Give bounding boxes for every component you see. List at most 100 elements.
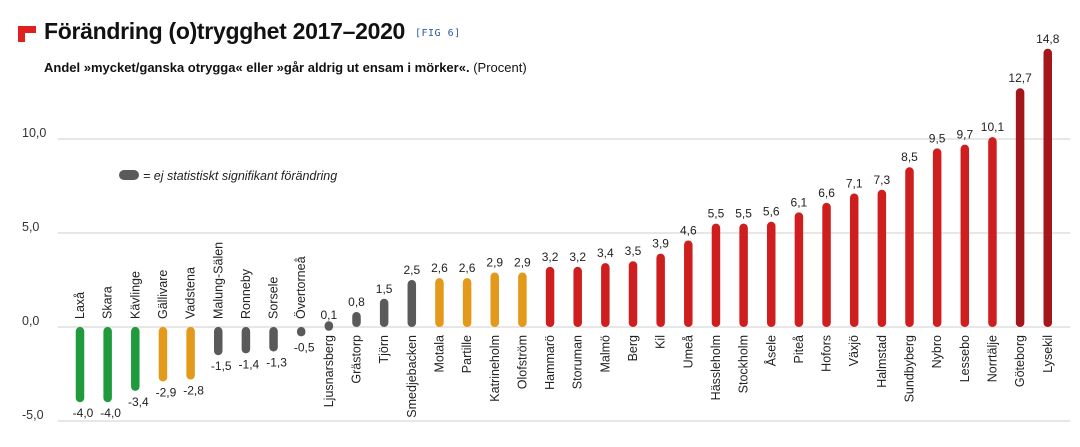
bar-group: 7,1 Växjö	[846, 177, 863, 367]
category-label: Piteå	[792, 335, 806, 364]
value-label: 3,2	[542, 250, 559, 264]
category-label: Växjö	[847, 335, 861, 366]
value-label: 0,1	[321, 308, 338, 322]
bar-group: 6,6 Hofors	[818, 186, 835, 372]
category-label: Övertorneå	[294, 256, 308, 319]
category-label: Hammarö	[543, 335, 557, 390]
bar-group: 3,2 Storuman	[569, 250, 586, 389]
bar-group: 2,6 Partille	[459, 261, 476, 373]
value-label: -2,9	[156, 386, 177, 400]
y-tick-label-0: -5,0	[22, 408, 44, 422]
value-label: 3,9	[652, 237, 669, 251]
category-label: Sorsele	[267, 277, 281, 319]
bar-group: 4,6 Umeå	[680, 224, 697, 369]
bar-group: -2,8 Vadstena	[183, 267, 204, 398]
category-label: Kil	[654, 335, 668, 349]
category-label: Halmstad	[875, 335, 889, 388]
bar-group: 9,5 Nybro	[929, 131, 946, 368]
legend: = ej statistiskt signifikant förändring	[119, 169, 337, 183]
value-label: 2,6	[431, 261, 448, 275]
value-label: 7,1	[846, 177, 863, 191]
category-label: Storuman	[571, 335, 585, 389]
category-label: Lessebo	[958, 335, 972, 382]
value-label: 14,8	[1036, 32, 1060, 46]
bars-layer: -4,0 Laxå -4,0 Skara -3,4 Kävlinge -2,9 Gälliva…	[73, 32, 1060, 420]
bar-group: -3,4 Kävlinge	[128, 271, 149, 409]
bar-group: 2,9 Olofström	[514, 255, 531, 389]
legend-text: = ej statistiskt signifikant förändring	[143, 169, 337, 183]
value-label: 9,7	[956, 128, 973, 142]
value-label: 8,5	[901, 150, 918, 164]
chart-title: Förändring (o)trygghet 2017–2020	[44, 18, 406, 44]
bar-group: 10,1 Norrtälje	[981, 120, 1005, 382]
bar-group: 6,1 Piteå	[791, 195, 808, 363]
bar-group: 14,8 Lysekil	[1036, 32, 1060, 373]
category-label: Norrtälje	[985, 335, 999, 382]
value-label: 0,8	[348, 295, 365, 309]
category-label: Tjörn	[377, 335, 391, 364]
category-label: Laxå	[73, 292, 87, 319]
value-label: -4,0	[100, 406, 121, 420]
value-label: 1,5	[376, 282, 393, 296]
bar-group: 2,5 Smedjebacken	[403, 263, 420, 418]
y-tick-label-1: 0,0	[22, 314, 39, 328]
subtitle-unit: (Procent)	[473, 60, 527, 75]
value-label: -0,5	[294, 340, 315, 354]
category-label: Grästorp	[350, 335, 364, 384]
bar-group: 2,9 Katrineholm	[486, 255, 503, 401]
category-label: Motala	[432, 335, 446, 373]
category-label: Malung-Sälen	[211, 242, 225, 319]
bar-group: 5,5 Stockholm	[735, 207, 752, 394]
bar-group: 9,7 Lessebo	[956, 128, 973, 383]
bar-group: -4,0 Laxå	[73, 292, 94, 420]
bar-group: -4,0 Skara	[100, 286, 121, 420]
bar-group: 5,6 Åsele	[763, 205, 780, 367]
chart-subtitle: Andel »mycket/ganska otrygga« eller »går…	[44, 60, 527, 75]
category-label: Nybro	[930, 335, 944, 368]
figure-tag: [FIG 6]	[415, 28, 461, 39]
grid-layer: -5,0 0,0 5,0 10,0	[22, 126, 1070, 422]
category-label: Smedjebacken	[405, 335, 419, 418]
category-label: Sundbyberg	[903, 335, 917, 402]
value-label: 10,1	[981, 120, 1005, 134]
bar-group: -1,4 Ronneby	[239, 268, 260, 371]
bar-group: -1,5 Malung-Sälen	[211, 242, 232, 373]
value-label: 4,6	[680, 224, 697, 238]
bar-group: 0,8 Grästorp	[348, 295, 365, 384]
bar-group: 3,4 Malmö	[597, 246, 614, 372]
value-label: 5,6	[763, 205, 780, 219]
value-label: 3,4	[597, 246, 614, 260]
bar-group: 12,7 Göteborg	[1008, 71, 1032, 387]
y-tick-label-3: 10,0	[22, 126, 46, 140]
category-label: Åsele	[763, 335, 778, 366]
category-label: Berg	[626, 335, 640, 361]
category-label: Hässleholm	[709, 335, 723, 400]
bar-group: 3,5 Berg	[625, 244, 642, 361]
value-label: 12,7	[1008, 71, 1032, 85]
value-label: -3,4	[128, 395, 149, 409]
category-label: Partille	[460, 335, 474, 373]
value-label: 3,5	[625, 244, 642, 258]
value-label: -4,0	[73, 406, 94, 420]
bar-group: 8,5 Sundbyberg	[901, 150, 918, 402]
category-label: Stockholm	[737, 335, 751, 393]
category-label: Skara	[101, 286, 115, 319]
bar-group: 5,5 Hässleholm	[708, 207, 725, 401]
value-label: 5,5	[735, 207, 752, 221]
brand-logo-icon	[18, 26, 36, 42]
value-label: 9,5	[929, 131, 946, 145]
category-label: Vadstena	[184, 267, 198, 319]
y-tick-label-2: 5,0	[22, 220, 39, 234]
bar-group: 0,1 Ljusnarsberg	[321, 308, 338, 407]
bar-group: 3,9 Kil	[652, 237, 669, 349]
value-label: 5,5	[708, 207, 725, 221]
value-label: -1,4	[239, 357, 260, 371]
value-label: 2,9	[514, 255, 531, 269]
value-label: 2,6	[459, 261, 476, 275]
category-label: Ronneby	[239, 268, 253, 319]
bar-group: 1,5 Tjörn	[376, 282, 393, 364]
bar-group: 7,3 Halmstad	[874, 173, 891, 388]
value-label: -1,3	[266, 355, 287, 369]
bar-group: -0,5 Övertorneå	[294, 256, 315, 354]
bar-group: 2,6 Motala	[431, 261, 448, 372]
